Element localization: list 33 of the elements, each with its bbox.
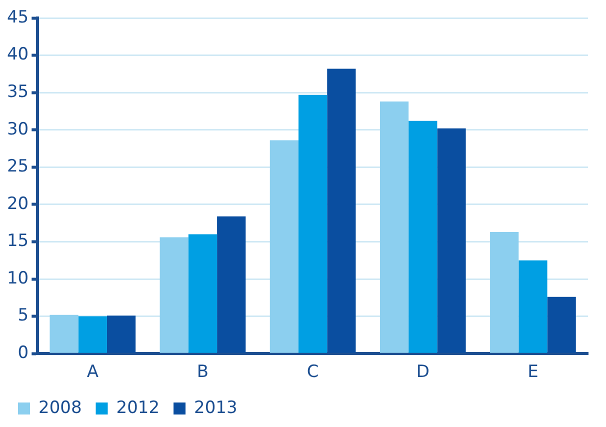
bar [518,260,548,353]
bar [408,120,438,353]
bar [298,94,328,353]
bar [270,140,299,353]
y-tick-label: 35 [6,82,29,102]
x-tick-label: A [86,362,99,382]
y-tick-label: 20 [6,194,29,214]
legend-label: 2013 [194,398,238,418]
x-tick-label: C [306,362,319,382]
y-tick-label: 40 [6,44,29,65]
bar [217,216,246,353]
bar [490,232,519,353]
y-tick-label: 45 [6,7,29,28]
x-tick-label: B [196,362,209,382]
bar [50,314,78,353]
x-tick-label: E [528,362,538,382]
bar [437,128,466,353]
legend-label: 2012 [116,398,160,418]
legend-label: 2008 [38,398,82,418]
y-tick-label: 30 [6,119,29,140]
bar [188,234,218,353]
y-tick-label: 0 [18,343,29,364]
y-tick-label: 15 [6,231,29,252]
y-tick-label: 5 [18,306,29,326]
y-tick-label: 10 [6,268,29,288]
x-tick-label: D [416,362,430,382]
bar [380,102,409,353]
bar [547,296,576,353]
bar [327,68,356,353]
bar [160,237,188,353]
y-tick-label: 25 [6,156,29,177]
bar [78,316,107,353]
bar [106,316,136,353]
